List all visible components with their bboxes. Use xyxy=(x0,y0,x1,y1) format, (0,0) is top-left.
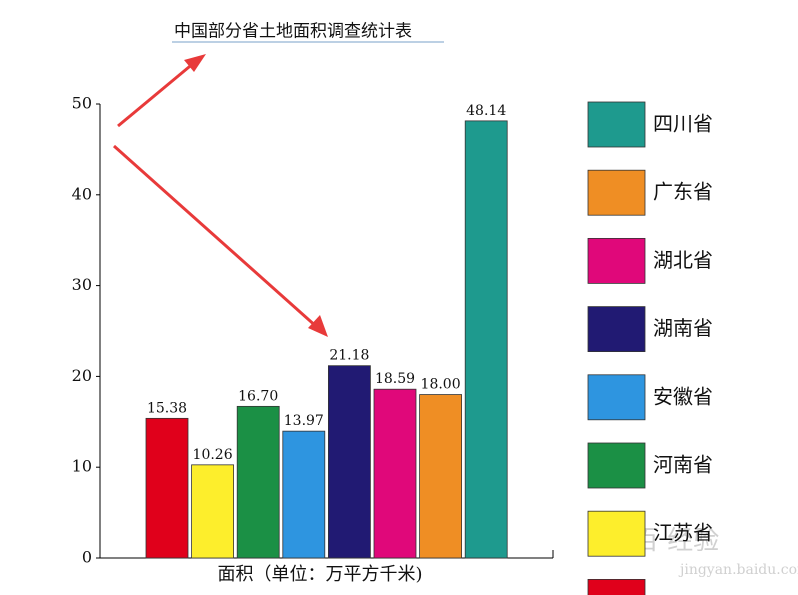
legend-swatch xyxy=(587,374,646,421)
legend-label: 广东省 xyxy=(653,180,713,204)
bar xyxy=(419,394,463,559)
y-tick-label: 40 xyxy=(72,184,92,203)
legend-label: 安徽省 xyxy=(653,384,713,408)
y-tick-label: 0 xyxy=(82,548,92,567)
legend-swatch xyxy=(587,237,646,284)
y-tick-label: 20 xyxy=(72,366,92,385)
value-label: 10.26 xyxy=(193,447,233,463)
bar xyxy=(327,365,371,559)
chart-title: 中国部分省土地面积调查统计表 xyxy=(174,22,412,42)
legend-label: 湖南省 xyxy=(653,316,713,340)
legend-label: 湖北省 xyxy=(653,248,713,272)
y-tick-label: 50 xyxy=(72,94,92,113)
legend-label: 江苏省 xyxy=(653,521,713,545)
value-label: 18.00 xyxy=(421,377,461,393)
value-label: 15.38 xyxy=(147,400,187,416)
value-label: 48.14 xyxy=(466,103,506,119)
legend-label: 四川省 xyxy=(653,112,713,136)
x-axis-label: 面积（单位：万平方千米) xyxy=(217,564,422,585)
value-label: 13.97 xyxy=(284,413,324,429)
bar xyxy=(145,417,189,559)
legend-swatch xyxy=(587,579,646,595)
legend-swatch xyxy=(587,169,646,216)
bar xyxy=(191,464,235,559)
y-tick-label: 10 xyxy=(72,457,92,476)
watermark: jingyan.baidu.com xyxy=(678,562,798,578)
value-label: 18.59 xyxy=(375,371,415,387)
value-label: 21.18 xyxy=(329,348,369,364)
bar xyxy=(373,388,417,559)
legend-swatch xyxy=(587,101,646,148)
bar xyxy=(236,405,280,559)
bar xyxy=(282,430,326,559)
arrows xyxy=(113,54,328,337)
legend-swatch xyxy=(587,442,646,489)
legend-swatch xyxy=(587,510,646,557)
legend-swatch xyxy=(587,306,646,353)
value-label: 16.70 xyxy=(238,388,278,404)
bar xyxy=(464,120,508,559)
y-tick-label: 30 xyxy=(72,275,92,294)
legend-label: 河南省 xyxy=(653,453,713,477)
